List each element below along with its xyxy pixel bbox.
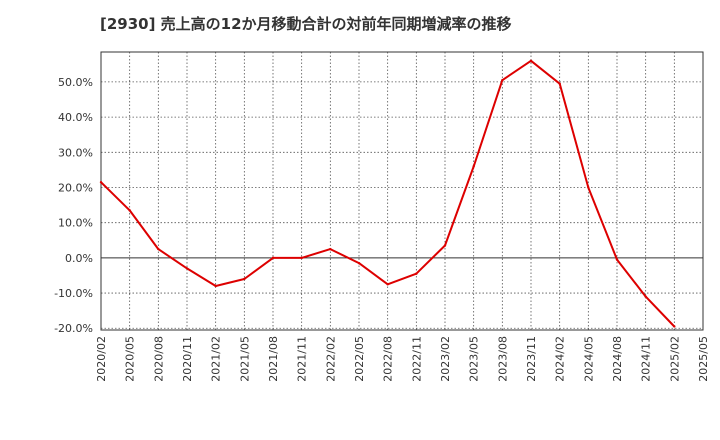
- x-tick-label: 2025/05: [697, 336, 710, 382]
- data-point: [329, 247, 332, 251]
- x-tick-label: 2024/08: [611, 336, 624, 382]
- plot-frame: [100, 51, 704, 331]
- y-tick-label: -20.0%: [54, 322, 93, 335]
- y-tick-label: 0.0%: [65, 252, 93, 265]
- y-tick-label: 30.0%: [58, 146, 93, 159]
- x-tick-label: 2023/08: [496, 336, 509, 382]
- data-point: [644, 295, 647, 298]
- x-tick-label: 2022/08: [382, 336, 395, 382]
- data-point: [185, 267, 189, 270]
- x-tick-label: 2023/02: [439, 336, 452, 382]
- y-tick-label: 50.0%: [58, 76, 93, 89]
- y-tick-label: 10.0%: [58, 217, 93, 230]
- x-tick-label: 2020/11: [181, 336, 194, 382]
- x-tick-label: 2023/11: [525, 336, 538, 382]
- x-tick-label: 2020/05: [124, 336, 137, 382]
- x-tick-label: 2022/05: [353, 336, 366, 382]
- data-point: [615, 258, 619, 261]
- data-point: [587, 186, 590, 189]
- chart-title: [2930] 売上高の12か月移動合計の対前年同期増減率の推移: [100, 15, 512, 33]
- data-point: [415, 272, 418, 275]
- data-point: [443, 244, 447, 247]
- data-point: [243, 277, 246, 281]
- x-tick-label: 2022/02: [324, 336, 337, 382]
- x-tick-label: 2023/05: [468, 336, 481, 382]
- x-tick-label: 2022/11: [410, 336, 423, 382]
- data-point: [472, 165, 475, 168]
- data-point: [357, 261, 361, 265]
- data-point: [558, 82, 561, 85]
- data-point: [501, 78, 504, 82]
- y-tick-label: 20.0%: [58, 181, 93, 194]
- x-tick-label: 2020/02: [95, 336, 108, 382]
- x-tick-label: 2021/05: [238, 336, 251, 382]
- data-point: [386, 283, 389, 286]
- x-tick-label: 2025/02: [668, 336, 681, 382]
- x-tick-label: 2021/11: [296, 336, 309, 382]
- data-point: [300, 256, 303, 260]
- data-point: [157, 247, 160, 251]
- data-point: [128, 209, 131, 212]
- data-point: [99, 181, 103, 184]
- y-tick-label: 40.0%: [58, 111, 93, 124]
- x-tick-label: 2021/02: [210, 336, 223, 382]
- data-point: [529, 59, 533, 62]
- x-tick-label: 2021/08: [267, 336, 280, 382]
- y-tick-label: -10.0%: [54, 287, 93, 300]
- x-tick-label: 2024/05: [582, 336, 595, 382]
- data-point: [214, 284, 217, 288]
- x-tick-label: 2024/02: [554, 336, 567, 382]
- x-tick-label: 2020/08: [152, 336, 165, 382]
- x-tick-label: 2024/11: [640, 336, 653, 382]
- data-point: [673, 325, 676, 328]
- data-point: [271, 256, 275, 260]
